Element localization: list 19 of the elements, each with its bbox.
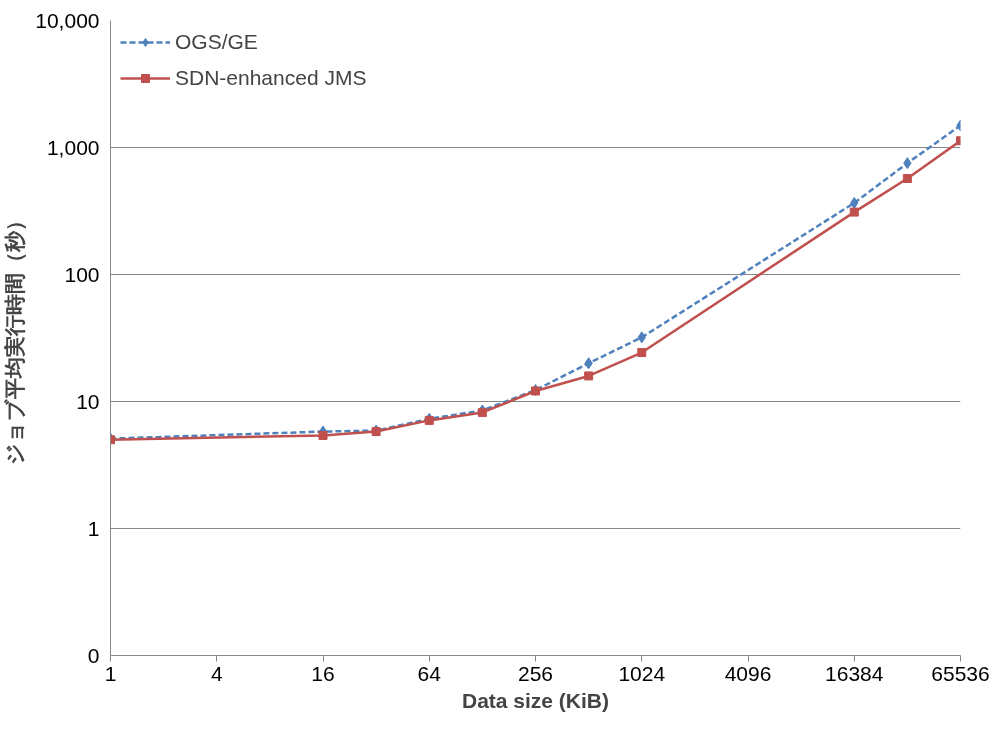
y-tick-label: 1 [87,516,100,540]
x-tick-label: 16 [311,661,335,685]
x-tick-label: 64 [417,661,442,685]
y-tick-label: 10,000 [35,8,100,32]
x-tick-label: 4096 [724,661,772,685]
legend-label: OGS/GE [175,30,258,54]
x-axis-title: Data size (KiB) [461,688,610,712]
x-tick-label: 16384 [825,661,884,685]
y-tick-label: 0 [87,643,100,667]
x-tick-label: 1 [104,661,117,685]
x-tick-label: 1024 [618,661,666,685]
y-tick-label: 100 [64,262,100,286]
x-tick-label: 4 [210,661,223,685]
x-tick-label: 256 [517,661,554,685]
legend-label: SDN-enhanced JMS [175,66,367,90]
y-tick-label: 10 [76,389,100,413]
y-tick-label: 1,000 [46,135,100,159]
y-axis-title: ジョブ平均実行時間（秒） [3,210,28,466]
x-tick-label: 65536 [931,661,990,685]
